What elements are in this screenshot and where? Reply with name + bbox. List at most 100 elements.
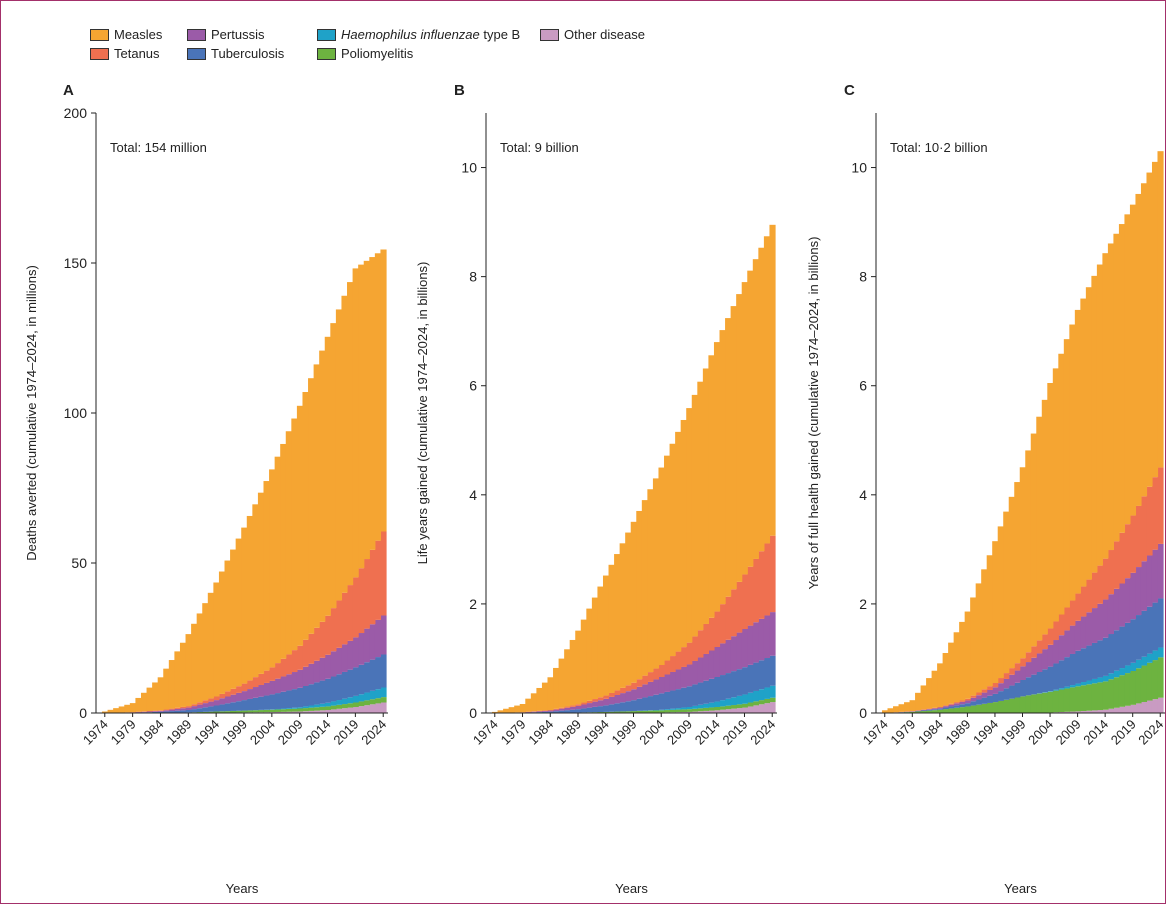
bar-pertussis-1995 — [608, 696, 615, 705]
bar-pertussis-2014 — [713, 647, 721, 677]
bar-measles-1981 — [920, 685, 927, 710]
x-tick-label: 1994 — [581, 717, 612, 748]
x-tick-label: 2004 — [1025, 717, 1056, 748]
bar-polio-1995 — [997, 700, 1004, 713]
bar-tb-1996 — [224, 703, 231, 712]
bar-measles-2019 — [1129, 204, 1137, 516]
bar-hib-2019 — [352, 695, 359, 703]
bar-pertussis-1983 — [152, 711, 159, 712]
bar-other-2023 — [763, 703, 771, 713]
bar-tetanus-2012 — [1091, 572, 1098, 609]
bar-measles-2011 — [697, 381, 704, 631]
x-tick-label: 2004 — [636, 717, 667, 748]
bar-measles-1980 — [135, 697, 142, 712]
bar-measles-2011 — [1085, 287, 1092, 580]
swatch-tetanus — [90, 47, 109, 60]
bar-polio-1979 — [909, 711, 916, 713]
bar-measles-1980 — [915, 692, 922, 711]
bar-tetanus-1994 — [602, 695, 610, 699]
bar-polio-1996 — [1003, 699, 1010, 713]
bar-pertussis-2013 — [319, 657, 326, 681]
bar-polio-2009 — [1074, 686, 1081, 712]
bar-hib-2013 — [1096, 677, 1103, 683]
bar-tb-1984 — [157, 711, 164, 713]
bar-other-2013 — [319, 710, 326, 713]
bar-pertussis-2017 — [730, 636, 737, 672]
bar-pertussis-1994 — [992, 687, 999, 694]
bar-tetanus-2024 — [1157, 467, 1164, 544]
bar-tb-2011 — [697, 682, 704, 705]
bar-pertussis-2005 — [1052, 640, 1059, 664]
bar-pertussis-2010 — [691, 660, 698, 685]
bar-tetanus-2009 — [296, 645, 304, 670]
bar-measles-2017 — [1118, 224, 1126, 533]
bar-tb-1994 — [213, 705, 220, 712]
bar-measles-1977 — [118, 706, 125, 713]
legend-item-tuberculosis: Tuberculosis — [187, 46, 284, 61]
bar-tb-1999 — [241, 700, 248, 711]
bar-polio-2014 — [1102, 681, 1109, 710]
y-tick-label: 4 — [469, 487, 477, 503]
bar-tetanus-1988 — [179, 706, 187, 709]
legend-label: Pertussis — [211, 27, 265, 42]
bar-pertussis-1992 — [981, 692, 988, 698]
bar-measles-1974 — [102, 711, 109, 713]
bar-hib-2006 — [280, 708, 287, 710]
bar-tb-1995 — [608, 704, 615, 712]
bar-other-2022 — [1146, 700, 1153, 713]
bar-polio-1993 — [207, 711, 214, 713]
bar-pertussis-2009 — [1074, 620, 1081, 651]
bar-tb-2016 — [1113, 630, 1120, 671]
bar-polio-2006 — [669, 709, 676, 713]
x-tick-label: 2024 — [747, 717, 778, 748]
bar-tetanus-1987 — [953, 702, 960, 704]
bar-tetanus-1993 — [597, 697, 604, 701]
bar-polio-1998 — [235, 710, 242, 713]
bar-measles-1986 — [168, 660, 175, 709]
bar-hib-2014 — [1102, 675, 1109, 682]
legend-item-other: Other disease — [540, 27, 645, 42]
bar-measles-2009 — [296, 405, 304, 646]
bar-tetanus-2019 — [741, 574, 748, 629]
bar-polio-2016 — [1113, 677, 1120, 708]
bar-other-2012 — [702, 710, 710, 713]
bar-hib-2009 — [686, 707, 693, 710]
bar-tetanus-1999 — [241, 683, 248, 692]
bar-measles-1987 — [174, 651, 181, 708]
bar-tb-1982 — [146, 712, 153, 713]
bar-tetanus-2014 — [324, 615, 331, 655]
bar-polio-2019 — [352, 702, 359, 707]
bar-measles-2009 — [686, 408, 693, 643]
swatch-pertussis — [187, 28, 206, 41]
bar-tb-1992 — [981, 697, 988, 704]
legend-item-poliomyelitis: Poliomyelitis — [317, 46, 413, 61]
bar-hib-2023 — [374, 689, 382, 699]
bar-other-2020 — [1135, 703, 1142, 713]
bar-tetanus-2018 — [1124, 524, 1131, 579]
bar-pertussis-1983 — [541, 710, 549, 712]
bar-hib-2013 — [708, 702, 715, 708]
bar-other-2024 — [1157, 697, 1164, 713]
bar-polio-2019 — [741, 703, 748, 708]
bar-pertussis-2007 — [675, 669, 682, 690]
bar-pertussis-1989 — [185, 707, 192, 710]
bar-hib-2018 — [736, 695, 743, 705]
bar-hib-2017 — [341, 698, 348, 705]
bar-tetanus-2019 — [352, 577, 359, 638]
bar-tetanus-2014 — [713, 611, 721, 647]
bar-pertussis-1990 — [580, 704, 587, 709]
bar-polio-1984 — [937, 709, 944, 713]
bar-tetanus-1992 — [591, 699, 599, 702]
bar-pertussis-1985 — [553, 709, 560, 712]
bar-pertussis-2003 — [652, 679, 660, 695]
bar-hib-2005 — [1052, 689, 1059, 691]
bar-tb-1986 — [948, 706, 955, 709]
bar-measles-1993 — [986, 555, 993, 687]
bar-tb-2023 — [763, 658, 771, 688]
bar-other-2021 — [752, 705, 759, 713]
x-tick-label: 1974 — [470, 717, 501, 748]
bar-pertussis-1996 — [614, 695, 621, 704]
bar-pertussis-1986 — [948, 704, 955, 707]
bar-polio-2002 — [647, 710, 654, 713]
bar-measles-1995 — [608, 564, 615, 693]
